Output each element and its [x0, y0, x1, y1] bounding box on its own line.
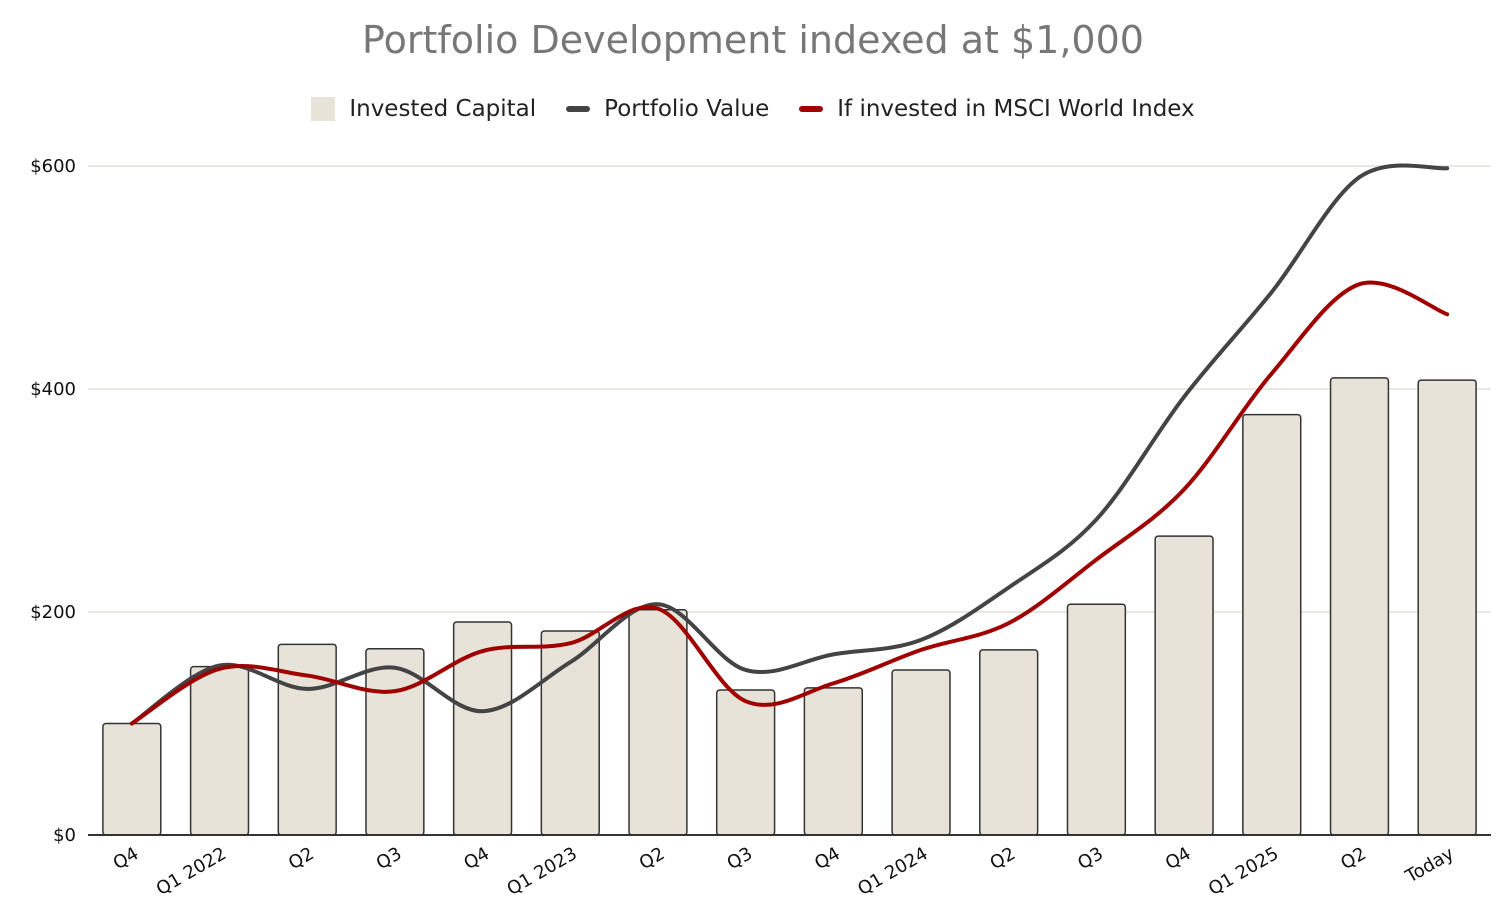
bar-invested-capital[interactable]	[1329, 377, 1390, 836]
x-tick-label: Q2	[285, 843, 318, 874]
bar-invested-capital[interactable]	[803, 687, 864, 836]
chart-title: Portfolio Development indexed at $1,000	[362, 18, 1144, 62]
x-tick-label: Q4	[811, 843, 844, 874]
legend-label-portfolio-value: Portfolio Value	[604, 96, 770, 122]
bar-invested-capital[interactable]	[1066, 603, 1127, 836]
x-tick-label: Q1 2025	[1205, 843, 1282, 900]
x-tick-label: Q4	[460, 843, 493, 874]
x-tick-label: Q3	[723, 843, 756, 874]
x-tick-label: Q1 2022	[153, 843, 230, 900]
legend-item-invested-capital[interactable]: Invested Capital	[311, 96, 536, 122]
x-tick-label: Q2	[636, 843, 669, 874]
bar-invested-capital[interactable]	[891, 669, 951, 836]
bar-invested-capital[interactable]	[1417, 379, 1477, 836]
bar-invested-capital[interactable]	[715, 689, 776, 836]
x-tick-label: Q2	[987, 843, 1020, 874]
legend: Invested Capital Portfolio Value If inve…	[0, 96, 1506, 122]
line-portfolio-value[interactable]	[129, 163, 1450, 726]
legend-swatch-msci-world	[799, 106, 824, 112]
y-tick-label: $200	[30, 602, 76, 623]
x-tick-label: Q1 2024	[854, 843, 931, 900]
bar-invested-capital[interactable]	[1242, 413, 1302, 836]
line-msci-world[interactable]	[129, 280, 1450, 726]
y-tick-label: $400	[30, 379, 76, 400]
bar-invested-capital[interactable]	[628, 609, 688, 836]
legend-swatch-portfolio-value	[566, 106, 591, 112]
x-tick-label: Q4	[110, 843, 143, 874]
x-tick-label: Q3	[1074, 843, 1107, 874]
x-tick-label: Q4	[1162, 843, 1195, 874]
x-tick-label: Today	[1401, 843, 1458, 888]
y-tick-label: $0	[53, 825, 76, 846]
legend-swatch-invested-capital	[311, 97, 336, 121]
bar-invested-capital[interactable]	[102, 722, 162, 836]
x-tick-label: Q1 2023	[503, 843, 580, 900]
bar-invested-capital[interactable]	[189, 665, 250, 836]
legend-label-msci-world: If invested in MSCI World Index	[837, 96, 1195, 122]
x-tick-label: Q3	[373, 843, 406, 874]
legend-label-invested-capital: Invested Capital	[349, 96, 537, 122]
x-tick-label: Q2	[1337, 843, 1370, 874]
bar-invested-capital[interactable]	[452, 621, 513, 836]
legend-item-msci-world[interactable]: If invested in MSCI World Index	[799, 96, 1195, 122]
legend-item-portfolio-value[interactable]: Portfolio Value	[566, 96, 769, 122]
bar-invested-capital[interactable]	[979, 649, 1039, 836]
y-tick-label: $600	[30, 156, 76, 177]
bar-invested-capital[interactable]	[1154, 535, 1214, 836]
